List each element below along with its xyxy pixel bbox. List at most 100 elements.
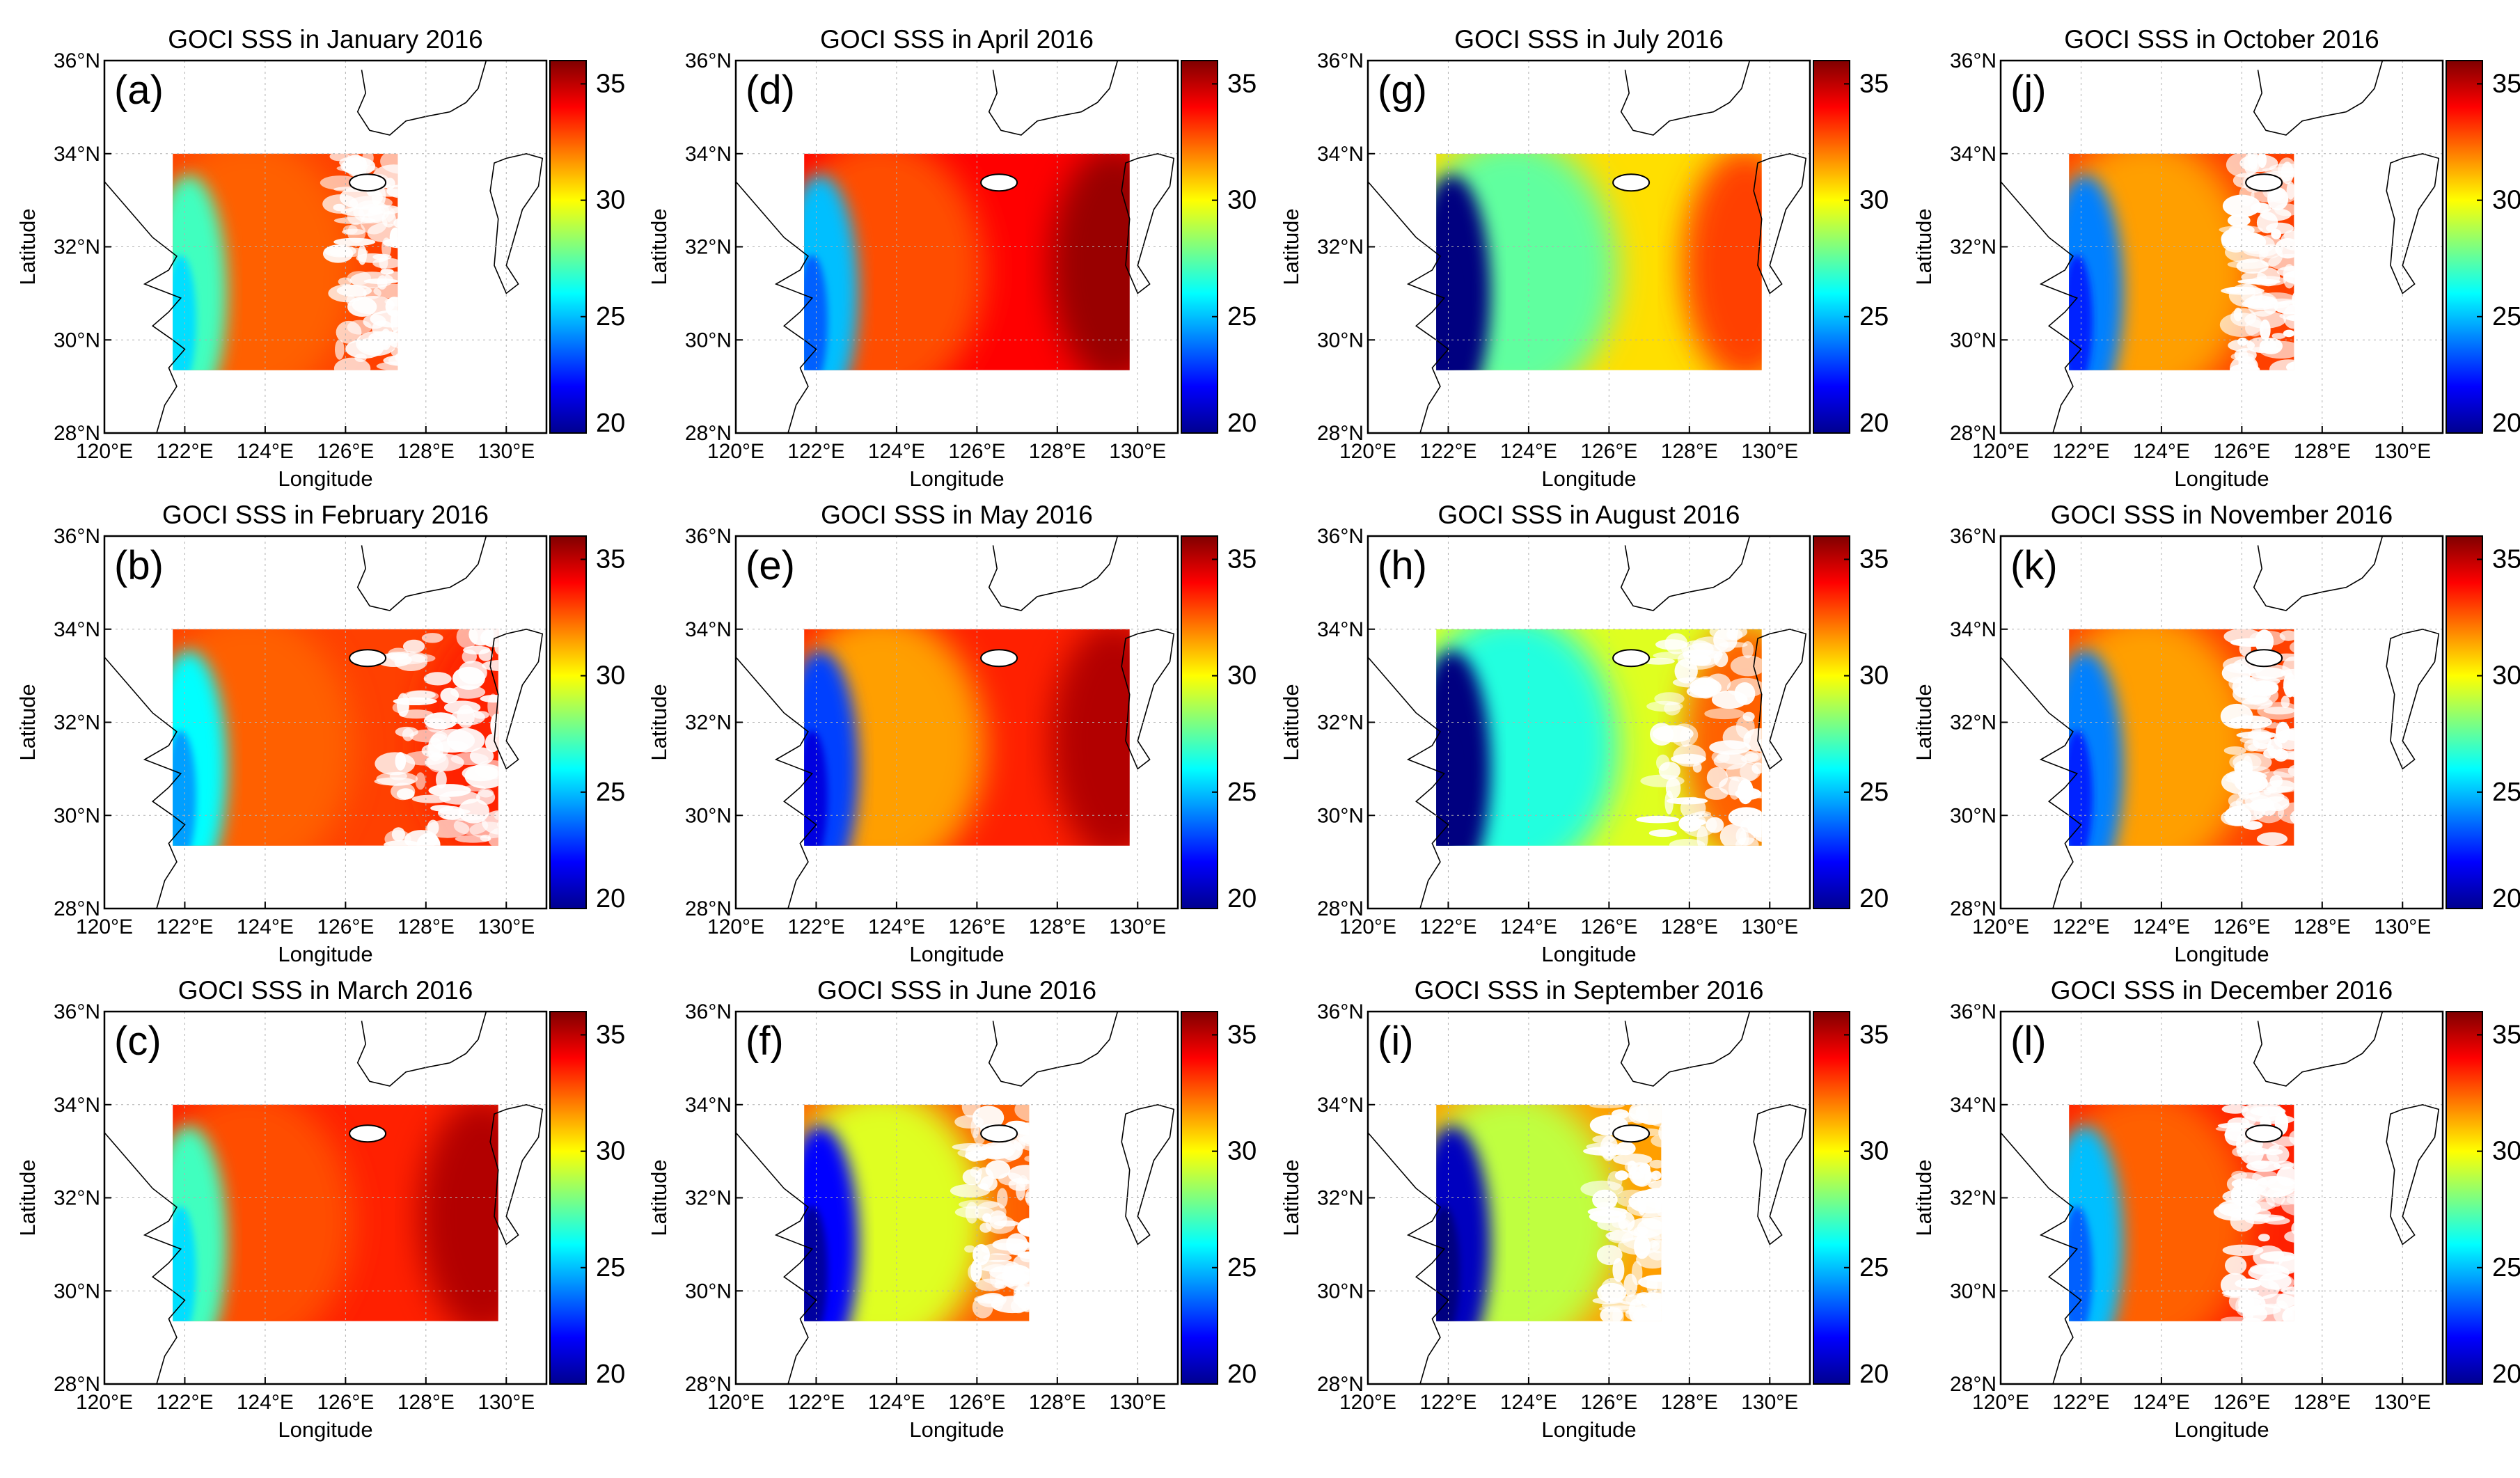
korea-coastline [356, 535, 487, 611]
coastal-plume-core [804, 730, 828, 846]
x-axis-label: Longitude [909, 466, 1004, 491]
longitude-tick-label: 124°E [1500, 915, 1557, 938]
latitude-tick-label: 36°N [1317, 49, 1364, 72]
panel-title: GOCI SSS in February 2016 [162, 501, 489, 529]
latitude-tick-label: 28°N [54, 1373, 100, 1396]
colorbar-tick-label: 20 [1859, 1360, 1889, 1389]
colorbar-tick-label: 20 [1227, 884, 1257, 913]
panel-letter: (c) [114, 1019, 162, 1064]
longitude-tick-label: 128°E [397, 915, 455, 938]
colorbar-tick-label: 25 [1227, 1253, 1257, 1282]
longitude-tick-label: 130°E [478, 1391, 535, 1414]
longitude-tick-label: 124°E [868, 440, 925, 463]
latitude-tick-label: 34°N [1950, 1094, 1997, 1117]
longitude-tick-label: 130°E [1741, 915, 1798, 938]
colorbar-tick-label: 20 [596, 409, 625, 438]
latitude-tick-label: 30°N [54, 329, 100, 352]
colorbar-tick-label: 30 [596, 1137, 625, 1166]
salinity-field [2069, 622, 2441, 859]
colorbar-tick-label: 25 [596, 778, 625, 807]
coastal-plume-core [804, 255, 828, 370]
colorbar: 35 30 25 20 [2446, 1011, 2520, 1389]
x-axis-label: Longitude [278, 466, 372, 491]
graticule [2001, 1012, 2443, 1384]
longitude-tick-label: 120°E [76, 1391, 133, 1414]
colorbar: 35 30 25 20 [1813, 60, 1889, 438]
colorbar-tick-label: 25 [2492, 302, 2520, 331]
map-panel: GOCI SSS in August 2016 (h) 120°E 122°E 124°… [1279, 501, 1889, 966]
coastal-plume-core [2069, 255, 2093, 370]
latitude-tick-label: 36°N [1950, 1000, 1997, 1023]
longitude-tick-label: 120°E [1339, 915, 1396, 938]
coastal-plume-core [1436, 1206, 1460, 1321]
longitude-tick-label: 126°E [317, 440, 374, 463]
latitude-tick-label: 34°N [1317, 1094, 1364, 1117]
korea-coastline [356, 1011, 487, 1087]
y-axis-label: Latitude [1279, 1159, 1303, 1236]
latitude-tick-label: 32°N [685, 236, 732, 259]
korea-coastline [1620, 60, 1751, 136]
latitude-tick-label: 32°N [685, 712, 732, 734]
kyushu-coastline [1753, 628, 1807, 770]
latitude-tick-label: 30°N [685, 1280, 732, 1303]
salinity-field [2069, 1104, 2294, 1321]
x-axis-label: Longitude [1541, 1417, 1636, 1442]
salinity-field [173, 1104, 498, 1321]
map-panel: GOCI SSS in December 2016(l) 120°E 122°E 12… [1912, 976, 2520, 1442]
latitude-tick-label: 30°N [685, 804, 732, 827]
colorbar: 35 30 25 20 [1181, 1011, 1257, 1389]
colorbar: 35 30 25 20 [549, 60, 625, 438]
china-coastline [2000, 181, 2082, 434]
latitude-tick-label: 30°N [1950, 804, 1997, 827]
latitude-tick-label: 34°N [1950, 143, 1997, 166]
coastal-plume-core [1436, 255, 1460, 370]
panel-title: GOCI SSS in May 2016 [821, 501, 1093, 529]
kuroshio-water [1051, 1098, 1176, 1335]
longitude-tick-label: 128°E [1029, 440, 1086, 463]
longitude-tick-label: 126°E [948, 440, 1005, 463]
colorbar: 35 30 25 20 [549, 1011, 625, 1389]
panel-title: GOCI SSS in August 2016 [1438, 501, 1740, 529]
colorbar-tick-label: 25 [1859, 778, 1889, 807]
colorbar-tick-label: 35 [2492, 1020, 2520, 1049]
longitude-tick-label: 124°E [2133, 440, 2190, 463]
longitude-tick-label: 124°E [237, 440, 294, 463]
longitude-tick-label: 124°E [868, 1391, 925, 1414]
kuroshio-water [1050, 629, 1130, 846]
latitude-tick-label: 28°N [1317, 422, 1364, 445]
colorbar: 35 30 25 20 [1181, 60, 1257, 438]
longitude-tick-label: 126°E [1580, 915, 1637, 938]
cloud-mask [950, 1104, 1030, 1319]
colorbar-tick-label: 35 [2492, 544, 2520, 574]
longitude-tick-label: 128°E [2294, 440, 2351, 463]
jeju-island [1612, 649, 1651, 668]
longitude-tick-label: 128°E [397, 1391, 455, 1414]
colorbar-tick-label: 20 [596, 1360, 625, 1389]
salinity-field [804, 153, 1130, 370]
china-coastline [735, 181, 817, 434]
colorbar-tick-label: 20 [596, 884, 625, 913]
colorbar-tick-label: 35 [2492, 69, 2520, 98]
latitude-tick-label: 28°N [1317, 1373, 1364, 1396]
cloud-mask [374, 629, 498, 846]
latitude-tick-label: 30°N [1317, 804, 1364, 827]
kyushu-coastline [1121, 152, 1175, 294]
colorbar-tick-label: 35 [1227, 544, 1257, 574]
panel-letter: (i) [1378, 1019, 1414, 1064]
colorbar-tick-label: 35 [1859, 69, 1889, 98]
latitude-tick-label: 28°N [54, 422, 100, 445]
china-coastline [104, 657, 186, 909]
kyushu-coastline [2386, 152, 2440, 294]
kyushu-coastline [489, 152, 544, 294]
x-axis-label: Longitude [909, 1417, 1004, 1442]
colorbar: 35 30 25 20 [2446, 60, 2520, 438]
x-axis-label: Longitude [2174, 466, 2269, 491]
latitude-tick-label: 34°N [685, 618, 732, 641]
colorbar: 35 30 25 20 [2446, 535, 2520, 913]
latitude-tick-label: 36°N [54, 49, 100, 72]
longitude-tick-label: 120°E [1339, 1391, 1396, 1414]
panel-title: GOCI SSS in September 2016 [1415, 976, 1764, 1005]
panel-title: GOCI SSS in April 2016 [820, 25, 1094, 54]
kuroshio-water [2316, 622, 2441, 859]
latitude-tick-label: 30°N [685, 329, 732, 352]
